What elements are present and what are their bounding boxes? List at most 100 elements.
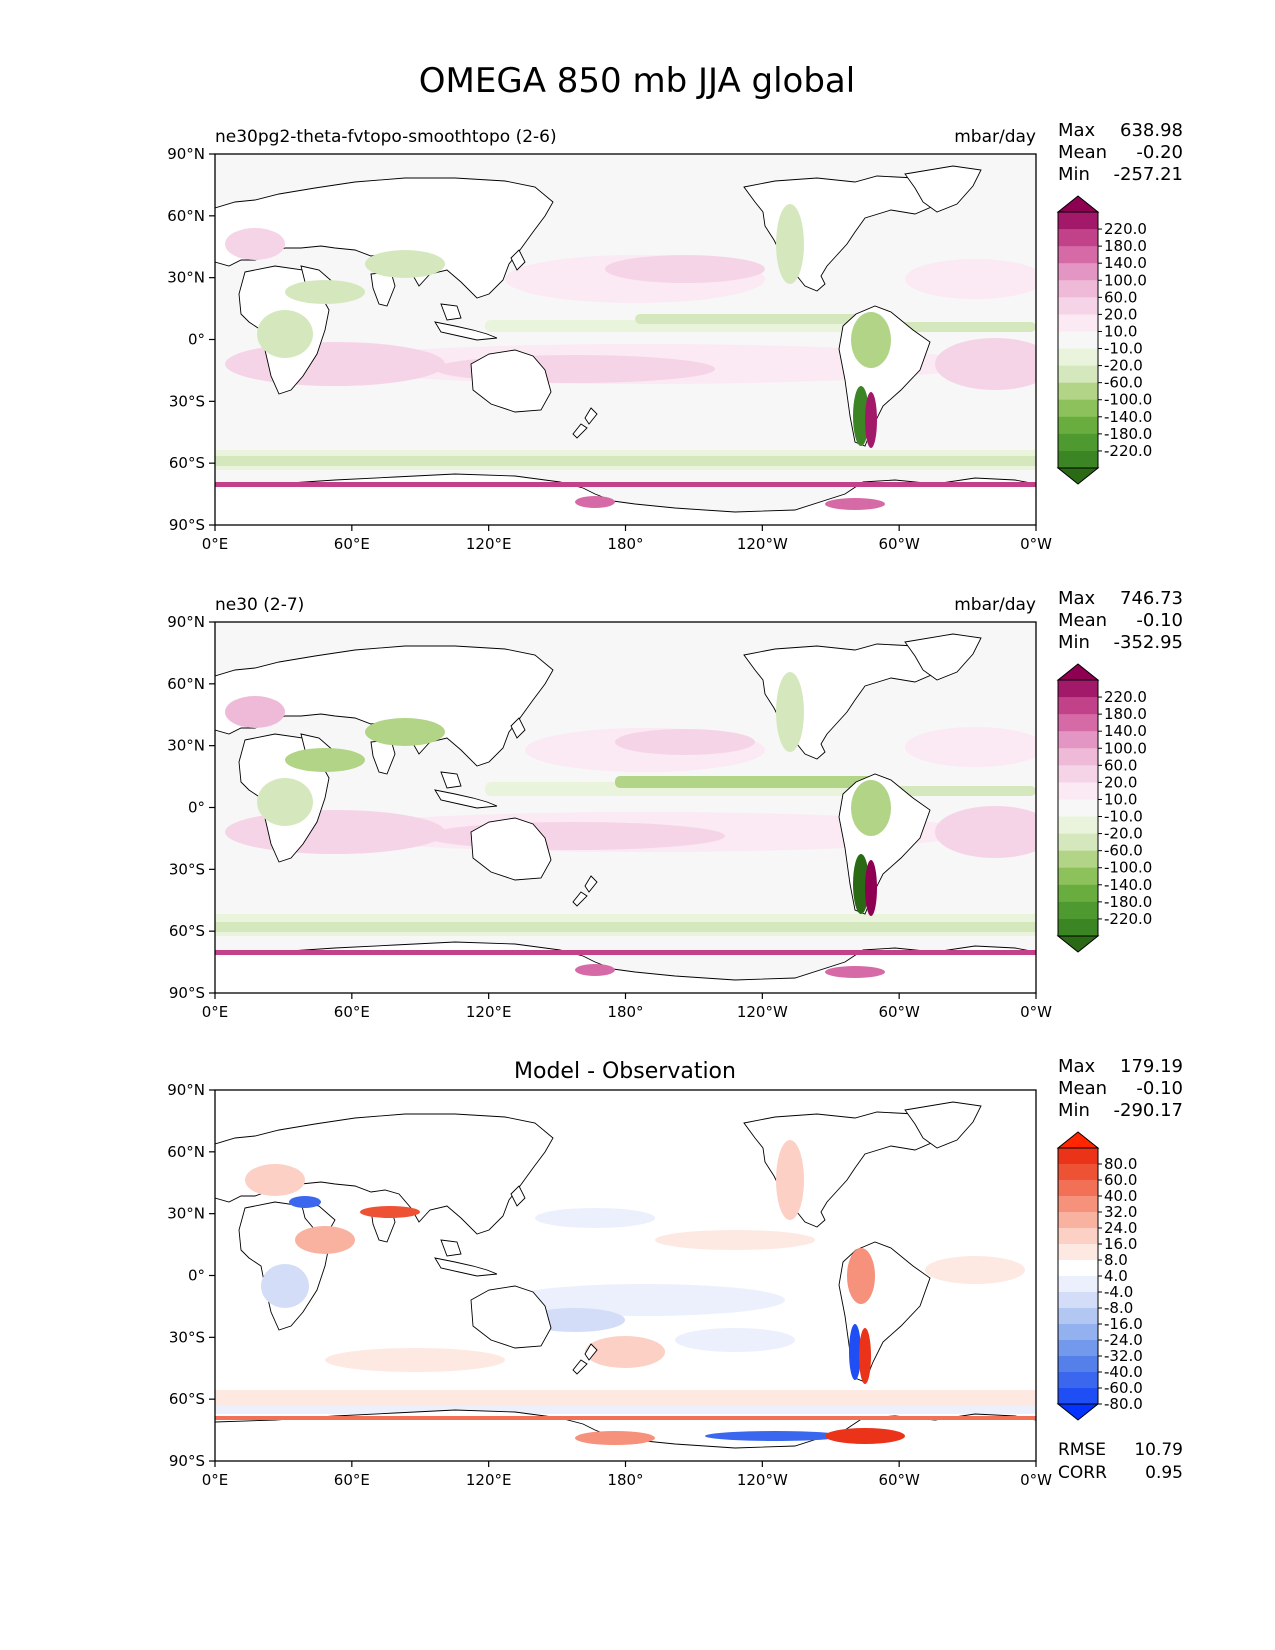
colorbar-tick-label: -180.0 [1104,893,1152,911]
x-tick-label: 60°E [334,1471,370,1489]
y-tick-label: 60°S [169,922,205,940]
colorbar-swatch [1058,731,1098,749]
colorbar-tick-label: -60.0 [1104,842,1143,860]
colorbar-tick-label: -4.0 [1104,1283,1133,1301]
colorbar-swatch [1058,782,1098,800]
colorbar-tick-label: -100.0 [1104,391,1152,409]
colorbar-swatch [1058,884,1098,903]
y-tick-label: 60°S [169,454,205,472]
colorbar-swatch [1058,416,1098,435]
stat-label-max: Max [1058,1056,1096,1077]
colorbar-tick-label: -20.0 [1104,825,1143,843]
colorbar-tick-label: 10.0 [1104,322,1137,340]
corr-value: 0.95 [1145,1463,1183,1483]
colorbar-swatch [1058,765,1098,783]
stat-label-max: Max [1058,120,1096,141]
panel-difference: 0°E 60°E 120°E 180° 120°W 60°W 0°W 90°N 60°N 30°… [167,1056,1183,1489]
colorbar-extend-min [1056,935,1100,953]
colorbar-swatch [1058,331,1098,350]
colorbar-swatch [1058,867,1098,886]
colorbar-tick-label: -20.0 [1104,357,1143,375]
colorbar-tick-label: -140.0 [1104,876,1152,894]
colorbar-swatch [1058,1260,1098,1277]
figure-title: OMEGA 850 mb JJA global [419,61,855,101]
colorbar-swatch [1058,212,1098,230]
colorbar-tick-label: 16.0 [1104,1235,1137,1253]
x-tick-label: 60°W [878,1471,920,1489]
x-tick-label: 120°E [466,1003,512,1021]
colorbar-swatch [1058,697,1098,715]
colorbar-tick-label: 8.0 [1104,1251,1128,1269]
colorbar-swatch [1058,263,1098,281]
stat-label-min: Min [1058,632,1090,653]
colorbar-swatch [1058,748,1098,766]
panel-units: mbar/day [954,127,1036,147]
y-tick-label: 30°N [167,269,205,287]
y-tick-label: 30°S [169,392,205,410]
y-tick-label: 90°N [167,145,205,163]
stat-value-min: -290.17 [1114,1100,1183,1121]
y-tick-label: 0° [188,799,205,817]
colorbar-swatch [1058,280,1098,298]
colorbar-swatch [1058,1164,1098,1181]
colorbar-tick-label: 60.0 [1104,756,1137,774]
rmse-label: RMSE [1058,1440,1106,1460]
stat-value-mean: -0.10 [1136,610,1183,631]
x-tick-label: 0°W [1020,1471,1052,1489]
stat-label-mean: Mean [1058,610,1107,631]
x-tick-label: 0°E [202,535,229,553]
x-tick-label: 180° [607,1471,643,1489]
stat-value-max: 179.19 [1120,1056,1183,1077]
x-tick-label: 60°E [334,1003,370,1021]
colorbar-swatch [1058,1292,1098,1309]
colorbar-swatch [1058,901,1098,920]
colorbar-tick-label: 4.0 [1104,1267,1128,1285]
stat-value-min: -352.95 [1114,632,1183,653]
colorbar-tick-label: -10.0 [1104,340,1143,358]
stat-value-max: 746.73 [1120,588,1183,609]
colorbar-swatch [1058,1244,1098,1261]
colorbar-extend-min [1056,467,1100,485]
colorbar-swatch [1058,229,1098,247]
colorbar-tick-label: -60.0 [1104,1379,1143,1397]
panel-reference: 0°E 60°E 120°E 180° 120°W 60°W 0°W 90°N 60°N 30°… [167,588,1183,1021]
colorbar-tick-label: 20.0 [1104,305,1137,323]
colorbar-swatch [1058,433,1098,452]
y-tick-label: 60°N [167,675,205,693]
corr-label: CORR [1058,1463,1107,1483]
panel-units: mbar/day [954,595,1036,615]
panel-center-title: Model - Observation [514,1059,736,1084]
colorbar-tick-label: -8.0 [1104,1299,1133,1317]
y-tick-label: 90°S [169,984,205,1002]
colorbar-swatch [1058,1276,1098,1293]
stat-value-max: 638.98 [1120,120,1183,141]
x-tick-label: 120°W [737,535,788,553]
colorbar-swatch [1058,297,1098,315]
x-tick-label: 60°W [878,535,920,553]
stat-value-min: -257.21 [1114,164,1183,185]
colorbar-extend-max [1056,195,1100,213]
colorbar-tick-label: 140.0 [1104,722,1147,740]
y-tick-label: 60°S [169,1390,205,1408]
colorbar-tick-label: 80.0 [1104,1155,1137,1173]
colorbar-swatch [1058,1228,1098,1245]
colorbar-extend-max [1056,663,1100,681]
colorbar-tick-label: -32.0 [1104,1347,1143,1365]
stat-label-mean: Mean [1058,142,1107,163]
colorbar-tick-label: -220.0 [1104,442,1152,460]
y-tick-label: 90°N [167,613,205,631]
stat-label-min: Min [1058,164,1090,185]
x-tick-label: 60°E [334,535,370,553]
y-tick-label: 90°N [167,1081,205,1099]
colorbar-swatch [1058,365,1098,384]
stat-label-min: Min [1058,1100,1090,1121]
colorbar-tick-label: -10.0 [1104,808,1143,826]
colorbar-swatch [1058,1148,1098,1165]
panel-left-title: ne30pg2-theta-fvtopo-smoothtopo (2-6) [215,127,557,147]
x-tick-label: 60°W [878,1003,920,1021]
colorbar-frame [1057,211,1099,469]
colorbar-swatch [1058,680,1098,698]
y-tick-label: 30°S [169,1328,205,1346]
colorbar-swatch [1058,1324,1098,1341]
colorbar-swatch [1058,348,1098,367]
